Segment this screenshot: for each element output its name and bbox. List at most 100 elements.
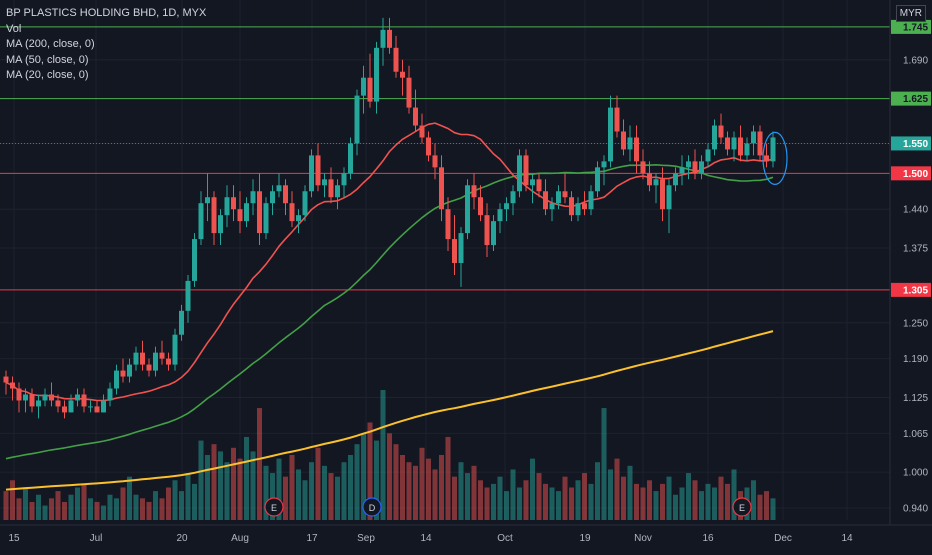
legend-volume[interactable]: Vol: [6, 22, 22, 35]
x-tick-label: 14: [420, 533, 432, 544]
candle-body: [471, 185, 477, 198]
candle-body: [211, 197, 217, 234]
volume-bar: [523, 480, 529, 520]
volume-bar: [471, 465, 477, 520]
volume-bar: [374, 440, 379, 520]
volume-bar: [159, 498, 165, 520]
volume-bar: [478, 480, 483, 520]
candle-body: [738, 137, 743, 156]
legend-ma200[interactable]: MA (200, close, 0): [6, 38, 95, 50]
candle-body: [660, 179, 665, 210]
y-tick-label: 1.065: [903, 429, 928, 440]
candle-body: [458, 233, 464, 263]
candle-body: [725, 137, 730, 150]
candle-body: [55, 400, 61, 407]
ma20-line: [5, 122, 774, 402]
candle-body: [68, 400, 74, 413]
candle-body: [328, 179, 334, 198]
volume-bar: [393, 444, 399, 520]
level-label-bg: [891, 282, 931, 297]
level-label: 1.305: [903, 285, 928, 296]
candle-body: [569, 197, 574, 216]
volume-bar: [10, 480, 15, 520]
volume-bar: [153, 491, 158, 520]
candle-body: [413, 107, 418, 126]
volume-bar: [536, 473, 542, 520]
y-tick-label: 1.440: [903, 205, 928, 216]
volume-bar: [497, 476, 503, 520]
candle-body: [653, 179, 659, 186]
x-tick-label: 17: [306, 533, 318, 544]
legend-ma50[interactable]: MA (50, close, 0): [6, 53, 89, 66]
volume-bar: [16, 498, 22, 520]
candle-body: [101, 400, 106, 413]
candle-body: [257, 191, 262, 234]
volume-bar: [361, 433, 366, 520]
candle-body: [705, 149, 711, 162]
volume-bar: [322, 465, 327, 520]
candle-body: [315, 155, 321, 186]
x-tick-label: 16: [702, 533, 714, 544]
candle-body: [523, 155, 529, 186]
candle-body: [510, 191, 516, 204]
candle-body: [309, 155, 314, 192]
volume-bar: [127, 476, 132, 520]
volume-bar: [653, 491, 659, 520]
volume-bar: [445, 436, 451, 520]
volume-bar: [211, 444, 217, 520]
ma200-line: [5, 330, 774, 491]
candle-body: [354, 95, 360, 144]
volume-bar: [406, 462, 412, 520]
candle-body: [348, 143, 353, 174]
currency-label[interactable]: MYR: [895, 5, 926, 22]
y-tick-label: 1.375: [903, 244, 928, 255]
candle-body: [29, 394, 35, 407]
candle-body: [133, 352, 139, 365]
candle-body: [517, 155, 522, 192]
volume-bar: [55, 491, 61, 520]
volume-bar: [757, 494, 763, 520]
candle-body: [452, 239, 457, 263]
candle-body: [374, 47, 379, 102]
volume-bar: [179, 491, 184, 520]
volume-bar: [62, 501, 67, 520]
candle-body: [465, 185, 470, 234]
volume-bar: [380, 390, 386, 520]
volume-bar: [640, 487, 646, 520]
x-tick-label: 20: [176, 533, 188, 544]
volume-bar: [465, 473, 470, 520]
candle-body: [562, 191, 568, 198]
y-tick-label: 1.000: [903, 468, 928, 479]
volume-bar: [328, 473, 334, 520]
volume-bar: [75, 487, 80, 520]
volume-bar: [198, 440, 204, 520]
candle-body: [62, 406, 67, 413]
volume-bar: [192, 483, 197, 520]
volume-bar: [107, 494, 113, 520]
candle-body: [634, 137, 639, 162]
volume-bar: [166, 487, 171, 520]
candle-body: [10, 382, 15, 389]
candle-body: [588, 191, 594, 210]
volume-bar: [491, 483, 496, 520]
last-price-label-bg: [891, 136, 931, 151]
volume-bar: [283, 476, 288, 520]
volume-bar: [68, 494, 74, 520]
volume-bar: [400, 455, 405, 520]
volume-bar: [289, 455, 295, 520]
volume-bar: [302, 480, 308, 520]
volume-bar: [582, 473, 587, 520]
candle-body: [276, 185, 282, 192]
chart-title: BP PLASTICS HOLDING BHD, 1D, MYX: [6, 7, 207, 19]
candle-body: [478, 197, 483, 216]
legend-ma20[interactable]: MA (20, close, 0): [6, 69, 89, 81]
volume-bar: [224, 462, 230, 520]
volume-bar: [705, 483, 711, 520]
candle-body: [146, 364, 152, 371]
volume-bar: [647, 480, 652, 520]
volume-bar: [634, 483, 639, 520]
candle-body: [432, 155, 438, 168]
level-label-bg: [891, 91, 931, 106]
candle-body: [406, 77, 412, 108]
